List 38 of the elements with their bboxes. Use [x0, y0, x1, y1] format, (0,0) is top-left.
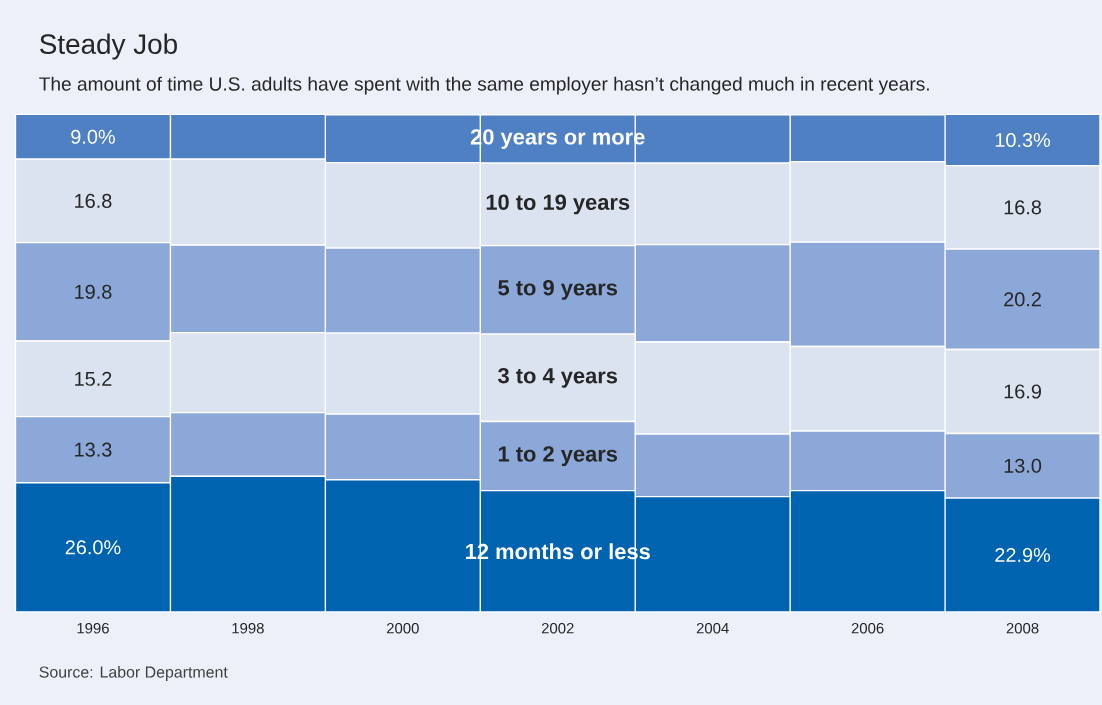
bar [789, 345, 946, 432]
series-label: 1 to 2 years [498, 445, 618, 466]
bar [789, 489, 946, 613]
bar [944, 113, 1101, 167]
bar [944, 164, 1101, 250]
series-label: 3 to 4 years [498, 367, 618, 388]
x-tick-label: 2008 [1006, 622, 1039, 634]
data-label: 16.9 [1004, 384, 1041, 399]
chart-subtitle: The amount of time U.S. adults have spent with the same employer hasn’t changed much in recent years. [39, 76, 929, 95]
data-label: 20.2 [1004, 292, 1041, 307]
x-tick-label: 1996 [77, 622, 109, 634]
chart-title: Steady Job [40, 33, 177, 60]
series-label: 5 to 9 years [498, 279, 618, 300]
bar [789, 241, 946, 347]
data-label: 10.3% [995, 132, 1051, 147]
source-note: Source: Labor Department [39, 665, 228, 681]
data-label: 22.9% [995, 547, 1051, 562]
data-label: 16.8 [1004, 200, 1042, 215]
bar [944, 348, 1101, 434]
series-label: 10 to 19 years [486, 194, 630, 215]
bar [789, 430, 946, 492]
bar [944, 432, 1101, 499]
data-label: 15.2 [75, 371, 112, 386]
data-label: 26.0% [65, 540, 121, 555]
data-label: 13.3 [75, 442, 112, 457]
bar [944, 497, 1101, 613]
x-tick-label: 1998 [232, 622, 264, 634]
bar [944, 248, 1101, 350]
bar [789, 114, 946, 163]
data-label: 9.0% [71, 129, 115, 144]
data-label: 13.0 [1004, 458, 1042, 473]
x-tick-label: 2000 [386, 622, 419, 634]
data-label: 16.8 [75, 193, 112, 208]
x-tick-label: 2006 [851, 622, 884, 634]
x-tick-label: 2004 [696, 622, 729, 634]
x-tick-label: 2002 [541, 622, 574, 634]
bar [789, 160, 946, 243]
data-label: 19.8 [75, 284, 112, 299]
